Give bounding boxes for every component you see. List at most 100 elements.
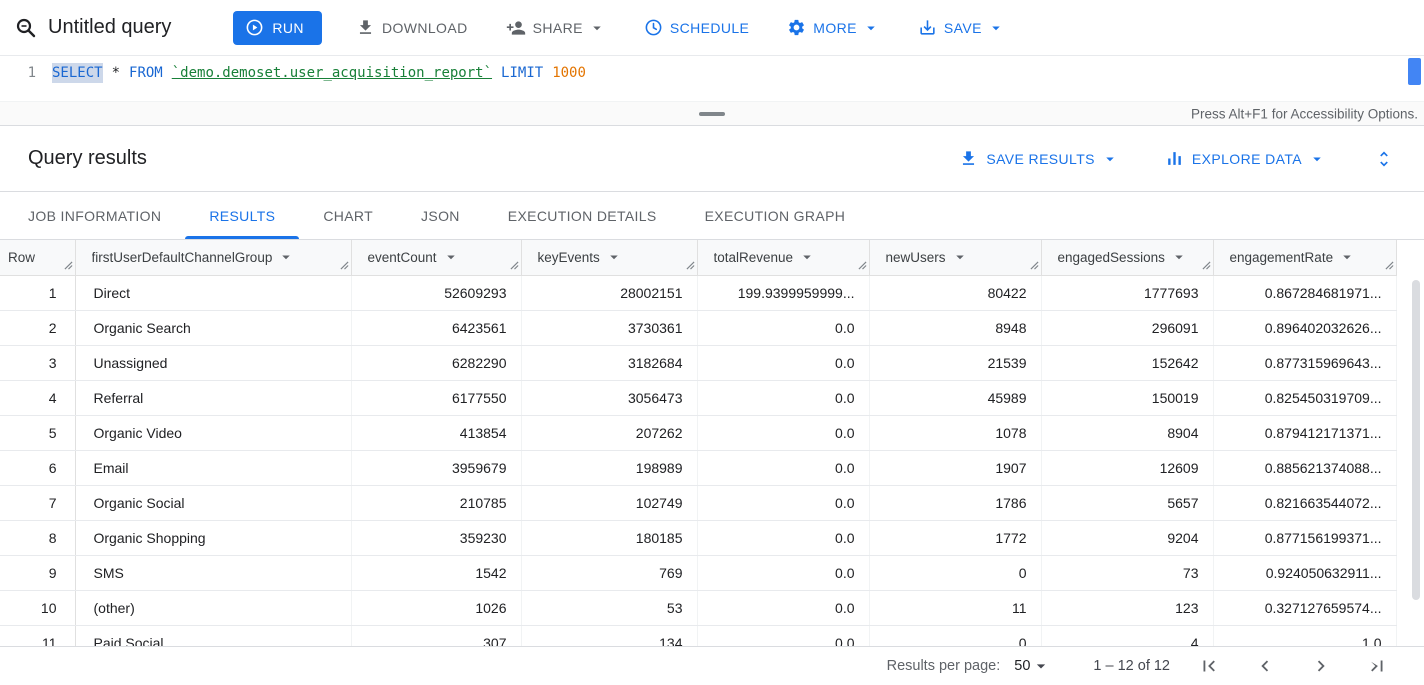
tab-execution-details[interactable]: EXECUTION DETAILS — [484, 192, 681, 239]
table-cell: 53 — [521, 590, 698, 626]
schedule-button[interactable]: SCHEDULE — [640, 10, 753, 46]
toolbar: Untitled query RUN DOWNLOAD SHARE — [0, 0, 1424, 56]
save-button[interactable]: SAVE — [914, 10, 1009, 46]
sql-star: * — [111, 65, 121, 81]
table-cell: 210785 — [351, 485, 522, 521]
column-header[interactable]: eventCount — [351, 240, 522, 276]
clock-icon — [645, 19, 662, 36]
sort-caret-icon[interactable] — [1338, 248, 1356, 266]
column-resize-handle[interactable] — [857, 260, 867, 270]
column-resize-handle[interactable] — [1384, 260, 1394, 270]
previous-page-button[interactable] — [1252, 653, 1278, 679]
sort-caret-icon[interactable] — [1170, 248, 1188, 266]
chevron-down-icon — [1106, 157, 1114, 161]
last-page-button[interactable] — [1364, 653, 1390, 679]
table-cell: Organic Video — [75, 415, 352, 451]
grid-viewport[interactable]: 1 Direct 52609293 28002151 199.9399959999...… — [0, 275, 1424, 646]
sql-table-reference-link[interactable]: `demo.demoset.user_acquisition_report` — [171, 65, 493, 81]
chevron-right-icon — [1317, 660, 1325, 672]
column-resize-handle[interactable] — [63, 260, 73, 270]
expand-results-button[interactable] — [1370, 145, 1398, 173]
page-size-value: 50 — [1014, 658, 1031, 674]
column-header[interactable]: firstUserDefaultChannelGroup — [75, 240, 352, 276]
pager-controls — [1196, 653, 1390, 679]
table-cell: 0.0 — [697, 380, 870, 416]
column-resize-handle[interactable] — [1029, 260, 1039, 270]
table-vertical-scrollbar[interactable] — [1412, 280, 1420, 600]
download-button[interactable]: DOWNLOAD — [352, 10, 472, 46]
splitter-drag-handle[interactable] — [699, 111, 725, 116]
table-cell: 1026 — [351, 590, 522, 626]
table-cell: 8948 — [869, 310, 1042, 346]
table-row: 5 Organic Video 413854 207262 0.0 1078 8904 0.8… — [0, 415, 1397, 451]
tab-results[interactable]: RESULTS — [185, 192, 300, 239]
tab-json[interactable]: JSON — [397, 192, 484, 239]
sort-caret-icon[interactable] — [442, 248, 460, 266]
table-cell: 5657 — [1041, 485, 1214, 521]
save-results-button[interactable]: SAVE RESULTS — [955, 149, 1123, 168]
table-cell: 3730361 — [521, 310, 698, 346]
table-cell: 0.0 — [697, 310, 870, 346]
tab-chart[interactable]: CHART — [299, 192, 397, 239]
editor-scrollbar-thumb[interactable] — [1408, 58, 1421, 85]
run-label: RUN — [272, 19, 304, 36]
table-cell: 6177550 — [351, 380, 522, 416]
sort-caret-icon[interactable] — [605, 248, 623, 266]
table-cell: 198989 — [521, 450, 698, 486]
sort-caret-icon[interactable] — [951, 248, 969, 266]
column-resize-handle[interactable] — [685, 260, 695, 270]
next-page-button[interactable] — [1308, 653, 1334, 679]
table-cell: Organic Social — [75, 485, 352, 521]
download-label: DOWNLOAD — [381, 19, 468, 36]
sort-caret-icon[interactable] — [277, 248, 295, 266]
tab-execution-graph[interactable]: EXECUTION GRAPH — [681, 192, 870, 239]
table-cell: 0.885621374088... — [1213, 450, 1397, 486]
column-resize-handle[interactable] — [339, 260, 349, 270]
unfold-more-icon — [1380, 151, 1388, 166]
page-size-dropdown[interactable]: 50 — [1014, 656, 1051, 676]
column-resize-handle[interactable] — [1201, 260, 1211, 270]
column-header[interactable]: engagementRate — [1213, 240, 1397, 276]
tab-job-information[interactable]: JOB INFORMATION — [4, 192, 185, 239]
table-row: 7 Organic Social 210785 102749 0.0 1786 5657 0.… — [0, 485, 1397, 521]
table-cell: 413854 — [351, 415, 522, 451]
column-header[interactable]: keyEvents — [521, 240, 698, 276]
column-header[interactable]: engagedSessions — [1041, 240, 1214, 276]
table-cell: 134 — [521, 625, 698, 646]
column-header[interactable]: newUsers — [869, 240, 1042, 276]
play-circle-icon — [246, 19, 263, 36]
first-page-button[interactable] — [1196, 653, 1222, 679]
table-cell: Direct — [75, 275, 352, 311]
save-results-icon — [963, 151, 975, 165]
table-cell: 3959679 — [351, 450, 522, 486]
table-cell: Email — [75, 450, 352, 486]
table-cell: (other) — [75, 590, 352, 626]
table-cell: 0.0 — [697, 415, 870, 451]
column-header[interactable]: totalRevenue — [697, 240, 870, 276]
explore-data-button[interactable]: EXPLORE DATA — [1161, 149, 1330, 168]
save-icon — [920, 20, 935, 35]
table-cell: 9204 — [1041, 520, 1214, 556]
share-button[interactable]: SHARE — [502, 10, 610, 46]
sort-caret-icon[interactable] — [798, 248, 816, 266]
more-button[interactable]: MORE — [783, 10, 884, 46]
row-number-cell: 8 — [0, 520, 76, 556]
table-cell: 207262 — [521, 415, 698, 451]
table-row: 3 Unassigned 6282290 3182684 0.0 21539 152642 0… — [0, 345, 1397, 381]
column-label: eventCount — [367, 249, 437, 265]
table-row: 4 Referral 6177550 3056473 0.0 45989 150019 0.8… — [0, 380, 1397, 416]
table-cell: 1772 — [869, 520, 1042, 556]
run-button[interactable]: RUN — [233, 10, 322, 45]
column-header[interactable]: Row — [0, 240, 76, 276]
row-number-cell: 1 — [0, 275, 76, 311]
sql-editor[interactable]: 1 SELECT * FROM `demo.demoset.user_acqui… — [0, 56, 1424, 126]
sql-code-line[interactable]: 1 SELECT * FROM `demo.demoset.user_acqui… — [0, 56, 1424, 83]
table-cell: 12609 — [1041, 450, 1214, 486]
table-cell: 3056473 — [521, 380, 698, 416]
accessibility-hint: Press Alt+F1 for Accessibility Options. — [1191, 106, 1418, 121]
table-cell: 0.877156199371... — [1213, 520, 1397, 556]
first-page-icon — [1203, 660, 1215, 672]
save-results-label: SAVE RESULTS — [986, 150, 1095, 167]
column-resize-handle[interactable] — [509, 260, 519, 270]
query-title: Untitled query — [48, 16, 172, 38]
